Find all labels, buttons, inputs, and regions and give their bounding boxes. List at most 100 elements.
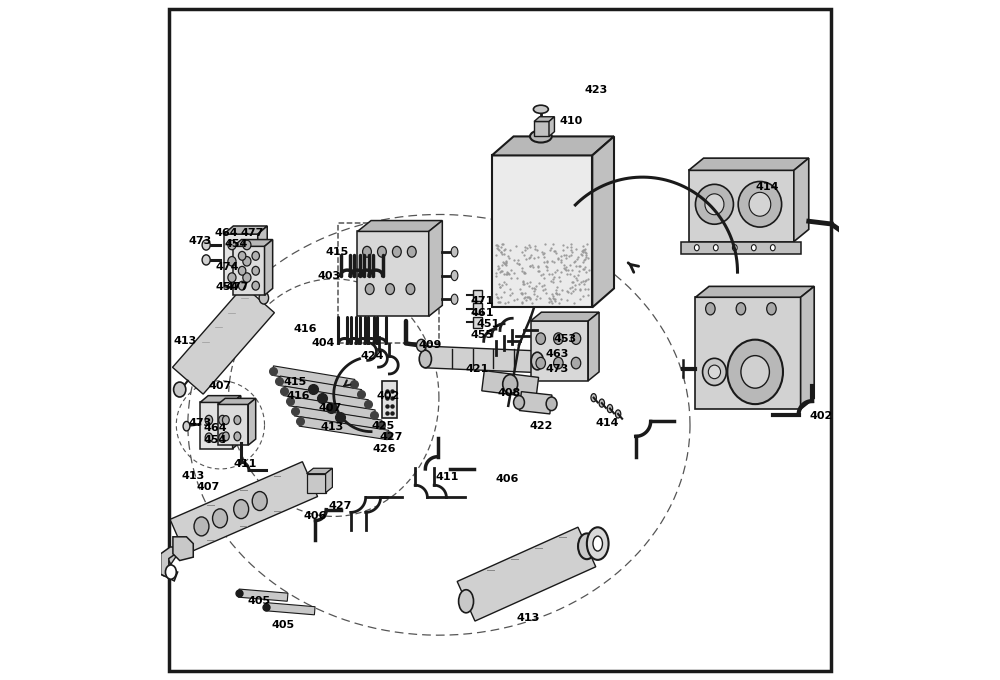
Polygon shape — [161, 547, 178, 574]
Ellipse shape — [205, 433, 213, 443]
Text: 425: 425 — [372, 421, 395, 431]
Text: 416: 416 — [286, 390, 310, 401]
Polygon shape — [173, 537, 193, 560]
Ellipse shape — [194, 517, 209, 536]
Ellipse shape — [536, 357, 545, 369]
Ellipse shape — [202, 255, 210, 265]
Polygon shape — [266, 602, 315, 615]
Text: 471: 471 — [471, 296, 494, 305]
Polygon shape — [549, 117, 554, 137]
Ellipse shape — [252, 252, 259, 260]
Ellipse shape — [536, 333, 545, 344]
Polygon shape — [238, 589, 288, 601]
Ellipse shape — [419, 350, 431, 368]
Polygon shape — [592, 137, 614, 307]
Polygon shape — [170, 462, 318, 554]
Polygon shape — [258, 226, 267, 287]
Text: 453: 453 — [554, 334, 577, 343]
Text: 426: 426 — [372, 443, 396, 454]
Text: 415: 415 — [326, 247, 349, 257]
Ellipse shape — [706, 303, 715, 315]
Ellipse shape — [417, 339, 426, 352]
Ellipse shape — [378, 246, 386, 257]
Ellipse shape — [530, 131, 552, 143]
Ellipse shape — [205, 415, 213, 425]
Ellipse shape — [243, 273, 251, 282]
Ellipse shape — [183, 422, 190, 431]
Polygon shape — [357, 231, 429, 316]
Ellipse shape — [749, 192, 771, 216]
Polygon shape — [519, 392, 552, 414]
Polygon shape — [801, 286, 814, 409]
Bar — [473, 317, 482, 328]
Polygon shape — [689, 171, 794, 241]
Text: 474: 474 — [216, 262, 239, 272]
Ellipse shape — [571, 357, 581, 369]
Bar — [338, 222, 439, 343]
Polygon shape — [200, 396, 241, 403]
Polygon shape — [695, 286, 814, 297]
Ellipse shape — [599, 399, 605, 407]
Text: 454: 454 — [224, 239, 248, 249]
Text: 415: 415 — [284, 377, 307, 387]
Polygon shape — [492, 156, 592, 307]
Text: 421: 421 — [465, 364, 489, 373]
Ellipse shape — [451, 271, 458, 281]
Ellipse shape — [705, 194, 724, 215]
Text: 451: 451 — [477, 319, 500, 328]
Polygon shape — [224, 226, 267, 234]
Text: 477: 477 — [226, 282, 249, 292]
Ellipse shape — [738, 182, 782, 227]
Polygon shape — [534, 122, 549, 137]
Text: 473: 473 — [189, 418, 212, 428]
Ellipse shape — [252, 282, 259, 290]
Ellipse shape — [767, 303, 776, 315]
Ellipse shape — [219, 415, 226, 425]
Ellipse shape — [202, 240, 210, 250]
Ellipse shape — [392, 246, 401, 257]
Text: 414: 414 — [755, 182, 779, 192]
Text: 464: 464 — [203, 423, 227, 433]
Polygon shape — [425, 346, 538, 373]
Ellipse shape — [708, 365, 721, 379]
Text: 427: 427 — [329, 500, 352, 511]
Polygon shape — [429, 220, 442, 316]
Polygon shape — [294, 407, 382, 430]
Ellipse shape — [365, 284, 374, 294]
Ellipse shape — [238, 282, 246, 290]
Ellipse shape — [228, 273, 236, 282]
Polygon shape — [283, 386, 368, 409]
Ellipse shape — [736, 303, 746, 315]
Text: 414: 414 — [596, 418, 619, 428]
Ellipse shape — [451, 247, 458, 257]
Ellipse shape — [694, 245, 699, 251]
Ellipse shape — [727, 340, 783, 404]
Text: 424: 424 — [360, 352, 384, 361]
Polygon shape — [200, 403, 233, 449]
Polygon shape — [457, 527, 596, 621]
Text: 473: 473 — [189, 236, 212, 246]
Polygon shape — [299, 417, 389, 440]
Ellipse shape — [252, 492, 267, 511]
Text: 408: 408 — [497, 388, 521, 398]
Text: 407: 407 — [197, 481, 220, 492]
Ellipse shape — [213, 509, 227, 528]
Text: 407: 407 — [209, 381, 232, 391]
Polygon shape — [161, 547, 180, 581]
Text: 402: 402 — [376, 390, 400, 401]
Ellipse shape — [234, 500, 249, 519]
Polygon shape — [218, 405, 248, 445]
Text: 454: 454 — [203, 435, 227, 445]
Ellipse shape — [514, 396, 524, 409]
Text: 411: 411 — [233, 458, 257, 469]
Bar — [473, 303, 482, 314]
Polygon shape — [272, 366, 355, 389]
Ellipse shape — [503, 375, 518, 394]
Ellipse shape — [228, 240, 236, 250]
Ellipse shape — [219, 433, 226, 443]
Bar — [382, 381, 397, 418]
Ellipse shape — [615, 410, 621, 418]
Polygon shape — [531, 321, 588, 381]
Ellipse shape — [578, 533, 596, 559]
Polygon shape — [492, 137, 614, 156]
